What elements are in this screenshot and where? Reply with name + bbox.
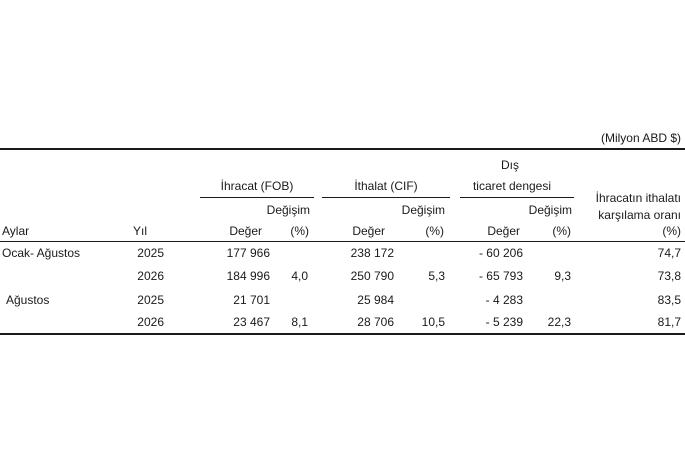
row-ihr-deger: 177 966 [226, 246, 270, 260]
header-ithalat: İthalat (CIF) [354, 179, 418, 193]
header-rule [0, 241, 685, 242]
row-ith-pct: 10,5 [421, 315, 445, 329]
header-yil: Yıl [132, 224, 147, 238]
row-dis-deger: - 65 793 [478, 269, 523, 283]
row-ihr-deger: 21 701 [233, 293, 270, 307]
row-year: 2026 [137, 315, 164, 329]
bottom-rule [0, 333, 685, 335]
ithalat-underline [322, 197, 450, 198]
row-dis-pct: 22,3 [547, 315, 571, 329]
row-oran: 81,7 [657, 315, 681, 329]
header-dis-pct: (%) [552, 224, 571, 238]
row-period: Ocak- Ağustos [2, 246, 81, 260]
row-year: 2025 [137, 293, 164, 307]
row-ith-deger: 25 984 [357, 293, 394, 307]
row-period: Ağustos [6, 293, 50, 307]
ihracat-underline [200, 197, 314, 198]
header-ith-deger: Değer [352, 224, 385, 238]
header-oran-line2: karşılama oranı [598, 208, 681, 222]
header-oran-pct: (%) [662, 224, 681, 238]
row-dis-deger: - 60 206 [478, 246, 523, 260]
row-oran: 73,8 [657, 269, 681, 283]
top-rule [0, 148, 685, 150]
row-ith-deger: 250 790 [350, 269, 394, 283]
header-dis-line2: ticaret dengesi [472, 179, 552, 193]
row-ith-deger: 28 706 [357, 315, 394, 329]
row-ihr-deger: 23 467 [233, 315, 270, 329]
header-ith-pct: (%) [425, 224, 444, 238]
header-dis-deger: Değer [487, 224, 520, 238]
header-aylar: Aylar [2, 224, 30, 238]
row-ith-deger: 238 172 [350, 246, 394, 260]
row-dis-pct: 9,3 [554, 269, 571, 283]
row-ith-pct: 5,3 [428, 269, 445, 283]
row-oran: 74,7 [657, 246, 681, 260]
header-ihr-deger: Değer [229, 224, 262, 238]
header-dis-degisim: Değişim [528, 203, 572, 217]
row-ihr-pct: 4,0 [291, 269, 308, 283]
header-ith-degisim: Değişim [401, 203, 445, 217]
unit-note: (Milyon ABD $) [600, 131, 681, 145]
dis-underline [460, 197, 574, 198]
header-ihr-pct: (%) [290, 224, 309, 238]
row-year: 2025 [137, 246, 164, 260]
header-dis-line1: Dış [501, 158, 519, 172]
header-ihracat: İhracat (FOB) [220, 179, 294, 193]
row-dis-deger: - 5 239 [485, 315, 523, 329]
row-dis-deger: - 4 283 [485, 293, 523, 307]
header-oran-line1: İhracatın ithalatı [595, 191, 681, 205]
row-oran: 83,5 [657, 293, 681, 307]
row-ihr-pct: 8,1 [291, 315, 308, 329]
row-ihr-deger: 184 996 [226, 269, 270, 283]
header-ihr-degisim: Değişim [266, 203, 310, 217]
row-year: 2026 [137, 269, 164, 283]
